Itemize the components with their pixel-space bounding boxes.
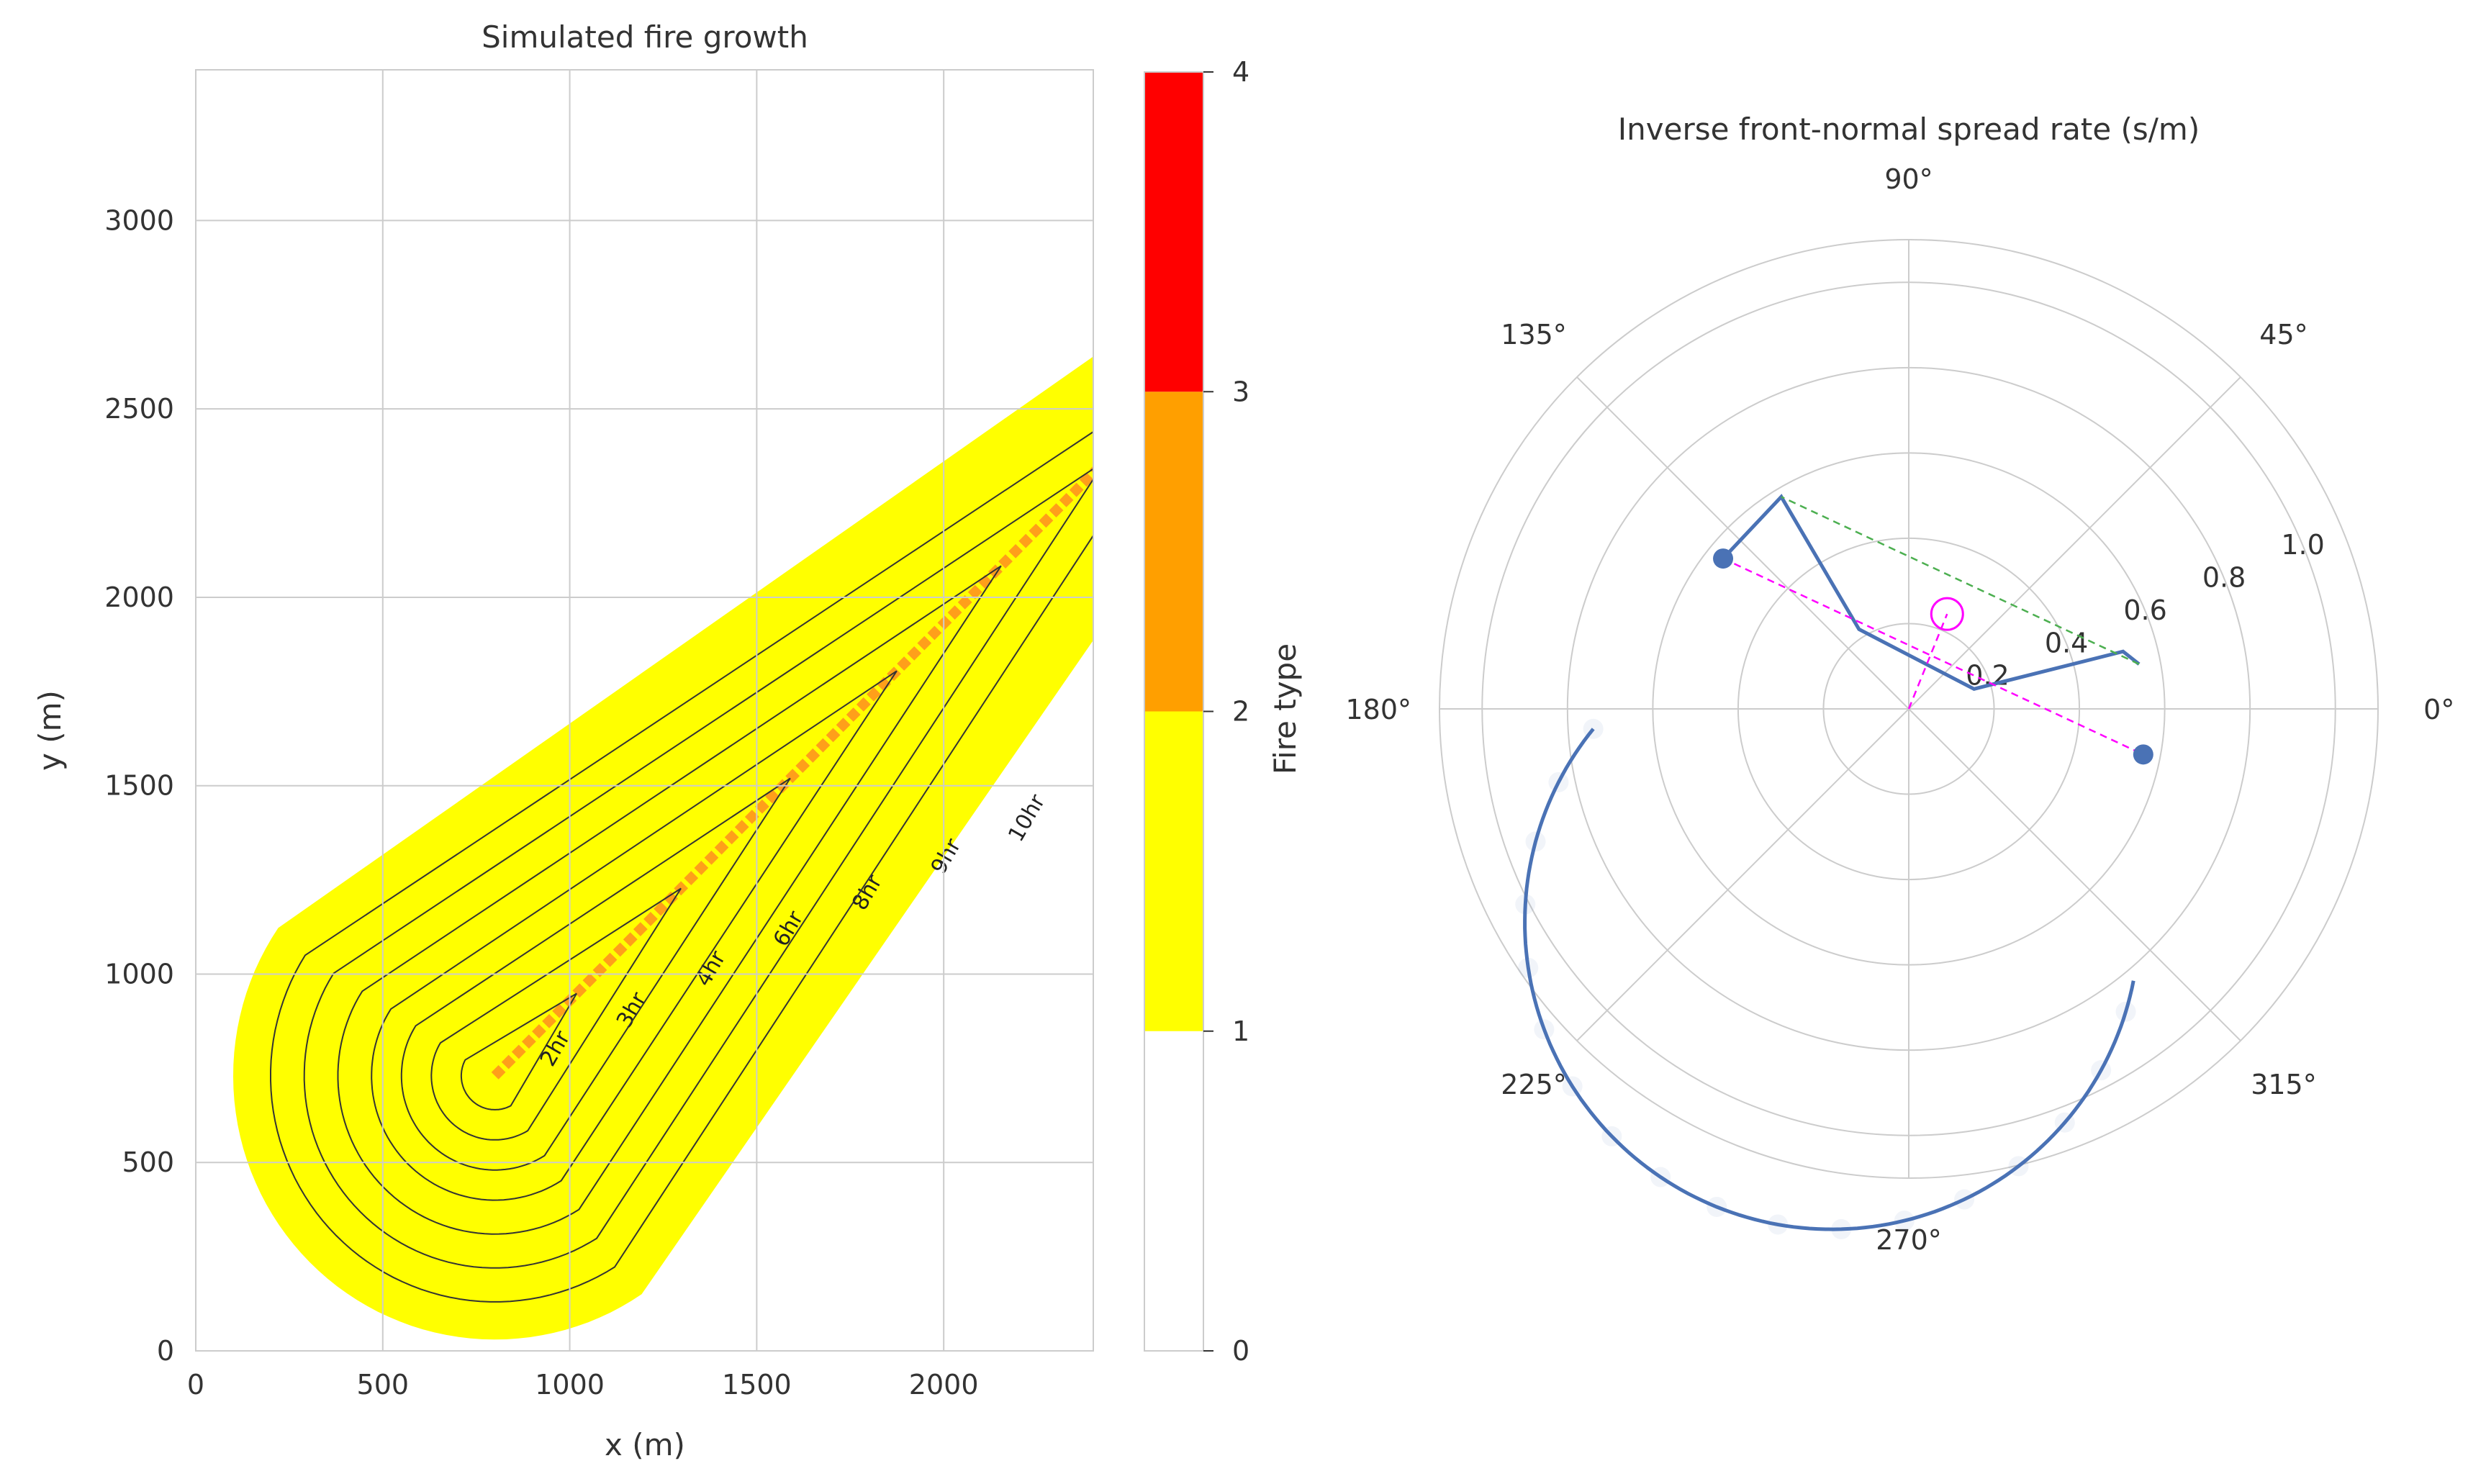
magenta-dashed-line <box>1722 557 2144 756</box>
x-tick-label: 500 <box>357 1369 410 1401</box>
y-axis-label: y (m) <box>32 690 68 771</box>
chart-title: Simulated fire growth <box>482 19 808 55</box>
contour-8hr <box>337 565 1002 1235</box>
x-tick-label: 2000 <box>909 1369 979 1401</box>
polar-theta-labels: 0° 45° 90° 135° 180° 225° 270° 315° <box>1345 163 2454 1256</box>
plot-frame <box>195 69 1094 1352</box>
crown-fire-strip <box>491 466 1093 1080</box>
contour-3hr <box>430 887 682 1141</box>
colorbar-label: Fire type <box>1267 643 1303 774</box>
colorbar-tick-label: 3 <box>1232 376 1249 407</box>
y-tick-label: 500 <box>122 1146 174 1178</box>
theta-label: 270° <box>1876 1224 1942 1256</box>
colorbar-band <box>1144 711 1203 1031</box>
x-tick-label: 1000 <box>535 1369 605 1401</box>
colorbar-tick-label: 2 <box>1232 696 1249 728</box>
polar-spoke <box>1908 376 2241 710</box>
polar-chart: Inverse front-normal spread rate (s/m) 0… <box>1345 112 2454 1256</box>
contour-6hr <box>371 670 898 1201</box>
contour-9hr <box>303 468 1093 1269</box>
polar-grid <box>1439 239 2379 1179</box>
grid-lines <box>195 69 1094 1352</box>
theta-label: 225° <box>1501 1069 1567 1100</box>
colorbar-band <box>1144 72 1203 392</box>
burned-area <box>233 356 1093 1340</box>
r-tick-label: 1.0 <box>2281 529 2324 561</box>
theta-label: 315° <box>2251 1069 2317 1100</box>
marker-point <box>2133 744 2153 765</box>
theta-label: 0° <box>2423 694 2454 725</box>
x-axis-label: x (m) <box>605 1427 685 1462</box>
colorbar-band <box>1144 1031 1203 1351</box>
x-tick-label: 1500 <box>722 1369 792 1401</box>
polar-spoke <box>1908 708 2241 1041</box>
colorbar-ticks: 0 1 2 3 4 <box>1203 56 1249 1367</box>
colorbar-tick-label: 0 <box>1232 1335 1249 1367</box>
polar-spoke <box>1576 708 1909 1041</box>
y-tick-label: 0 <box>157 1335 174 1367</box>
theta-label: 90° <box>1884 163 1933 195</box>
x-tick-label: 0 <box>187 1369 204 1401</box>
polygon-series <box>1722 494 2141 691</box>
r-tick-label: 0.8 <box>2202 562 2246 594</box>
x-axis-ticks: 0 500 1000 1500 2000 <box>187 1369 979 1401</box>
colorbar-tick-label: 1 <box>1232 1015 1249 1047</box>
magenta-radius-line <box>1907 613 1948 710</box>
contour-10hr <box>270 430 1093 1303</box>
colorbar: 0 1 2 3 4 Fire type <box>1144 56 1303 1367</box>
colorbar-band <box>1144 392 1203 712</box>
circle-series <box>1523 728 2135 1231</box>
r-tick-label: 0.4 <box>2045 627 2088 659</box>
colorbar-tick-label: 4 <box>1232 56 1249 88</box>
y-tick-label: 2000 <box>104 582 174 613</box>
magenta-circle-marker <box>1930 597 1964 631</box>
contour-2hr <box>460 992 577 1110</box>
fire-growth-chart: Simulated fire growth 2hr3hr4hr6hr8hr9hr… <box>32 19 1094 1462</box>
y-tick-label: 2500 <box>104 393 174 425</box>
marker-point <box>1713 548 1734 569</box>
y-tick-label: 3000 <box>104 204 174 236</box>
y-tick-label: 1500 <box>104 770 174 802</box>
polar-r-labels: 0.20.40.60.81.0 <box>1966 529 2325 691</box>
y-axis-ticks: 0 500 1000 1500 2000 2500 3000 <box>104 204 174 1367</box>
contour-4hr <box>400 777 791 1171</box>
colorbar-bands <box>1144 71 1204 1352</box>
y-tick-label: 1000 <box>104 958 174 990</box>
theta-label: 45° <box>2259 319 2307 350</box>
green-dashed-line <box>1781 496 2140 665</box>
polar-spoke <box>1576 376 1909 710</box>
polar-title: Inverse front-normal spread rate (s/m) <box>1618 112 2200 147</box>
r-tick-label: 0.6 <box>2123 594 2166 626</box>
theta-label: 180° <box>1345 694 1411 725</box>
polar-series <box>1515 494 2153 1239</box>
theta-label: 135° <box>1501 319 1567 350</box>
